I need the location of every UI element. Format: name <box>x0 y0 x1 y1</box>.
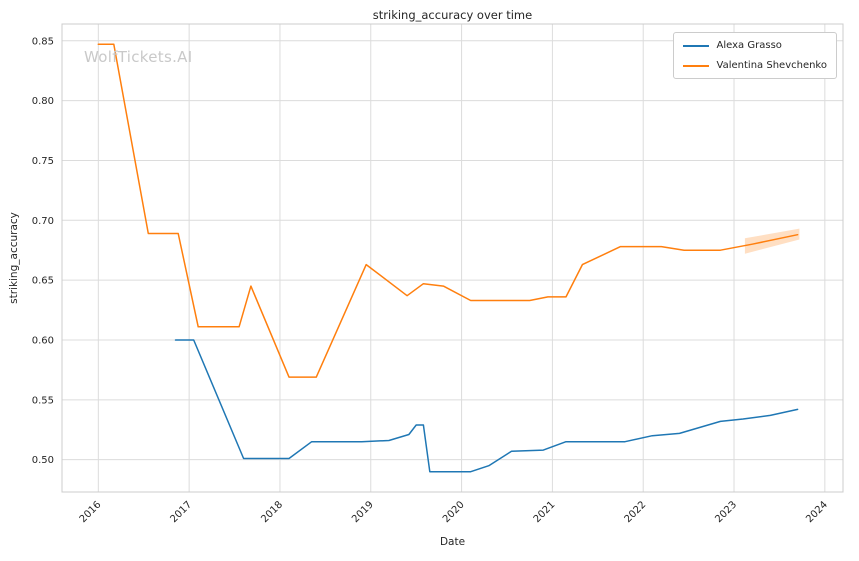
y-tick-label: 0.80 <box>32 96 54 107</box>
watermark: WolfTickets.AI <box>84 48 193 66</box>
series-line-alexa-grasso <box>174 339 799 473</box>
y-tick-label: 0.85 <box>32 36 54 47</box>
legend-line-sample <box>682 44 709 47</box>
chart-title: striking_accuracy over time <box>372 8 533 22</box>
legend-label: Valentina Shevchenko <box>716 60 827 71</box>
x-tick-label: 2021 <box>532 499 558 525</box>
x-tick-label: 2016 <box>78 499 104 525</box>
x-tick-label: 2020 <box>441 499 467 525</box>
y-tick-label: 0.60 <box>32 335 54 346</box>
y-tick-label: 0.50 <box>32 455 54 466</box>
legend-entry-alexa-grasso: Alexa Grasso <box>682 38 827 53</box>
legend: Alexa Grasso Valentina Shevchenko <box>672 32 837 79</box>
x-tick-label: 2023 <box>713 499 739 525</box>
y-tick-label: 0.65 <box>32 276 54 287</box>
y-tick-label: 0.55 <box>32 395 54 406</box>
y-axis-label: striking_accuracy <box>8 212 20 304</box>
x-tick-label: 2022 <box>623 499 649 525</box>
axes-spines <box>61 23 844 493</box>
legend-line-sample <box>682 64 709 67</box>
x-tick-label: 2024 <box>804 499 830 525</box>
y-tick-label: 0.75 <box>32 156 54 167</box>
x-tick-label: 2017 <box>168 499 194 525</box>
x-tick-label: 2018 <box>259 499 285 525</box>
x-axis-label: Date <box>439 536 466 548</box>
series-line-valentina-shevchenko <box>97 43 799 378</box>
x-tick-label: 2019 <box>350 499 376 525</box>
confidence-band-valentina-shevchenko <box>744 228 800 254</box>
y-tick-label: 0.70 <box>32 216 54 227</box>
legend-entry-valentina-shevchenko: Valentina Shevchenko <box>682 58 827 73</box>
legend-label: Alexa Grasso <box>716 40 782 51</box>
